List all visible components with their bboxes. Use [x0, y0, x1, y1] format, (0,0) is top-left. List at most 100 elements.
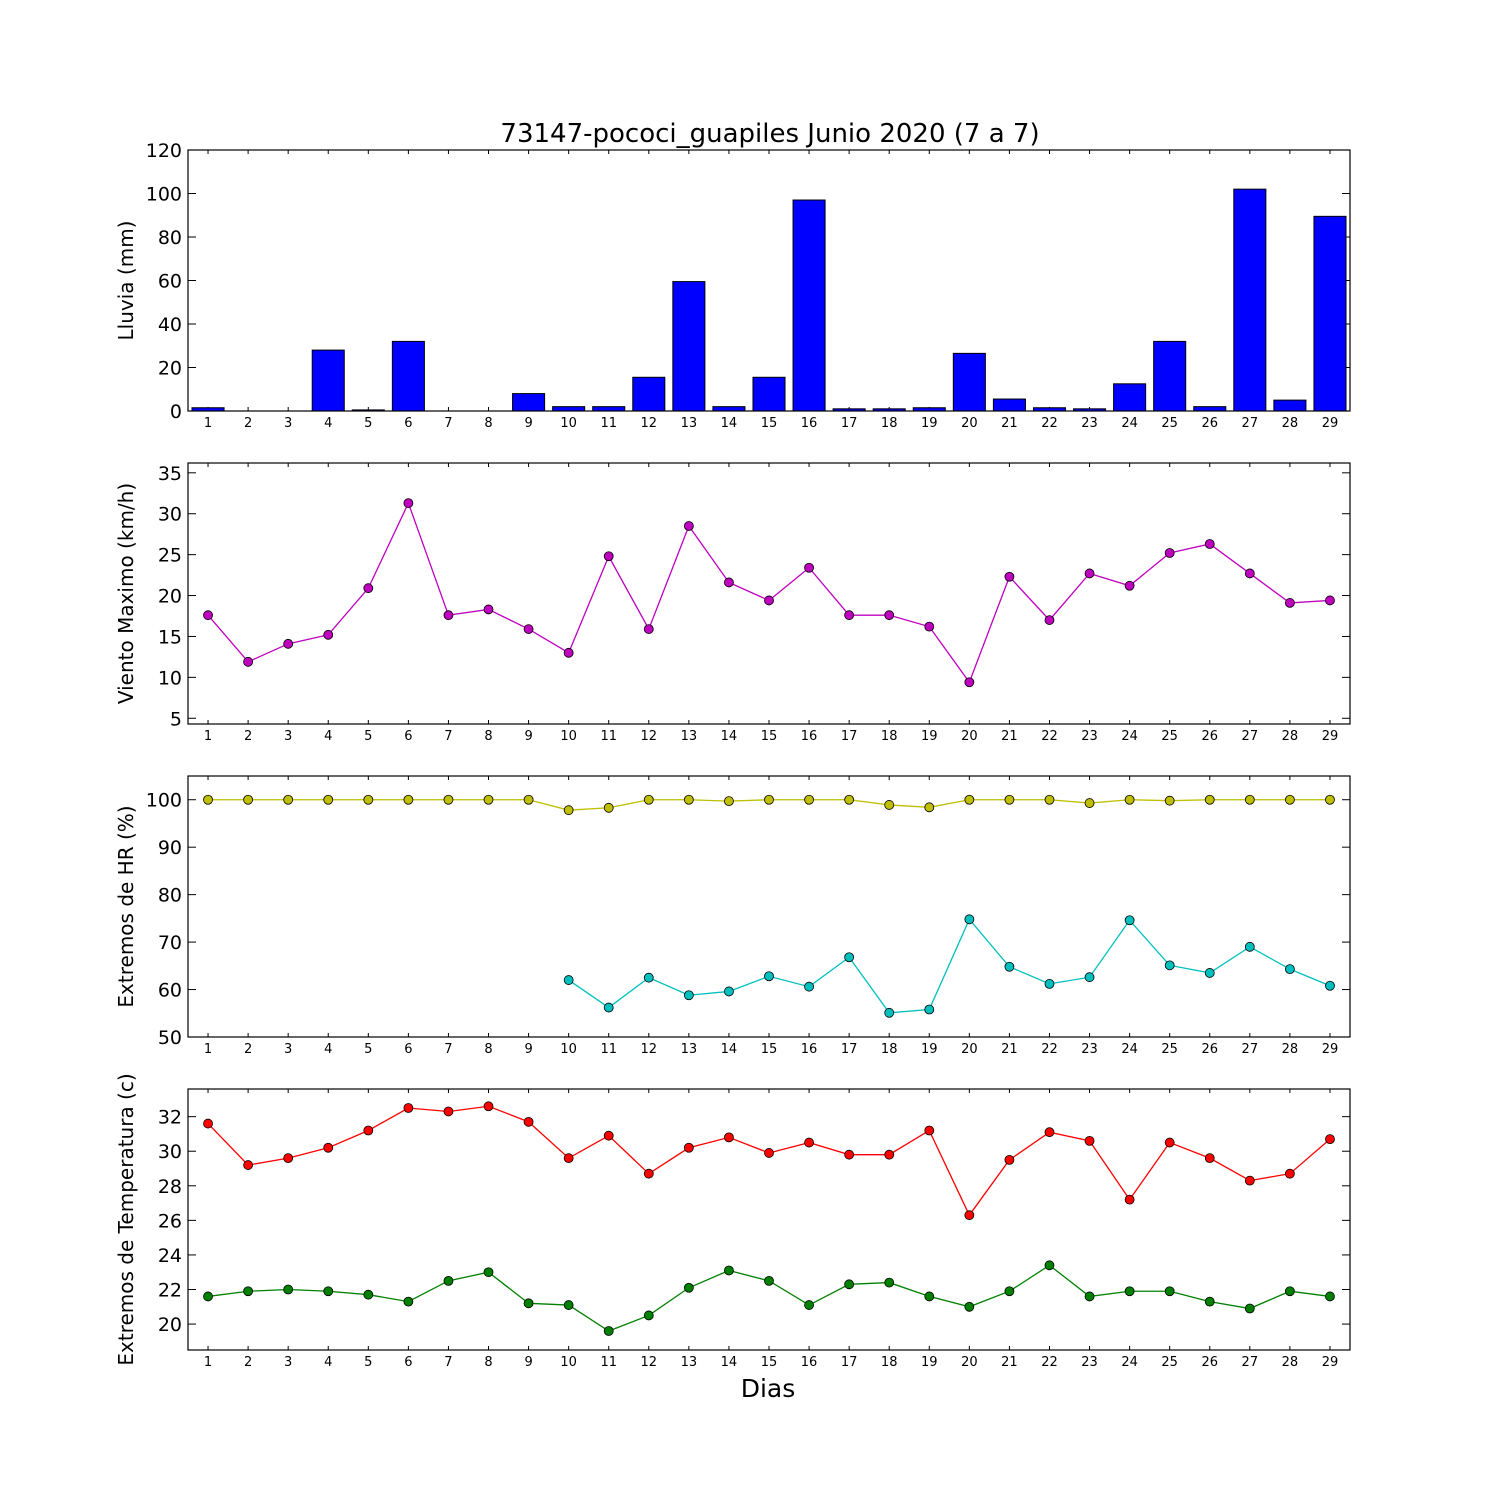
bar: [552, 406, 586, 412]
data-point: [1244, 1303, 1255, 1314]
y-tick-label: 30: [158, 1141, 182, 1163]
data-point: [563, 805, 574, 816]
data-point: [804, 794, 814, 805]
bar: [391, 340, 425, 412]
data-point: [964, 914, 975, 925]
data-point: [603, 802, 614, 813]
x-tick-label: 25: [1161, 416, 1178, 431]
data-point: [243, 1160, 254, 1170]
x-tick-label: 2: [244, 416, 252, 431]
data-point: [1325, 1134, 1335, 1145]
y-tick-label: 20: [158, 586, 182, 608]
x-tick-label: 8: [484, 416, 492, 431]
data-point: [643, 794, 654, 805]
data-point: [363, 1289, 374, 1300]
data-point: [563, 1300, 574, 1310]
data-point: [603, 1130, 614, 1141]
x-tick-label: 24: [1121, 1355, 1138, 1370]
data-point: [1325, 794, 1335, 805]
x-tick-label: 9: [524, 1355, 532, 1370]
data-point: [1244, 794, 1255, 805]
data-point: [1164, 1286, 1175, 1297]
y-tick-label: 60: [158, 980, 182, 1002]
x-tick-label: 6: [404, 416, 412, 431]
data-point: [964, 1210, 975, 1221]
data-point: [403, 1296, 414, 1307]
data-point: [563, 1153, 574, 1164]
x-tick-label: 19: [921, 1355, 938, 1370]
bar: [672, 281, 706, 412]
x-tick-label: 24: [1121, 729, 1138, 744]
x-tick-label: 25: [1161, 1042, 1178, 1057]
data-point: [683, 794, 694, 805]
x-tick-label: 7: [444, 1042, 452, 1057]
data-point: [1044, 1260, 1055, 1271]
y-tick-label: 22: [158, 1280, 182, 1302]
data-point: [1044, 615, 1055, 625]
data-point: [363, 583, 374, 594]
data-point: [1164, 960, 1175, 971]
x-tick-label: 26: [1201, 1042, 1218, 1057]
data-point: [443, 610, 454, 621]
x-tick-label: 7: [444, 1355, 452, 1370]
x-tick-label: 24: [1121, 1042, 1138, 1057]
x-tick-label: 28: [1282, 729, 1299, 744]
x-tick-label: 16: [801, 729, 818, 744]
x-tick-label: 21: [1001, 729, 1018, 744]
bar: [1233, 188, 1267, 412]
data-point: [403, 794, 414, 805]
y-tick-label: 90: [158, 837, 182, 859]
data-point: [443, 1275, 454, 1286]
y-tick-label: 25: [158, 545, 182, 567]
y-tick-label: 35: [158, 463, 182, 485]
y-tick-label: 28: [158, 1176, 182, 1198]
x-tick-label: 26: [1201, 729, 1218, 744]
chart-title: 73147-pococi_guapiles Junio 2020 (7 a 7): [500, 119, 1039, 149]
data-point: [443, 1106, 454, 1117]
x-tick-label: 16: [801, 416, 818, 431]
x-tick-label: 13: [681, 416, 698, 431]
y-axis-label: Extremos de Temperatura (c): [114, 1073, 138, 1365]
x-tick-label: 14: [721, 729, 738, 744]
data-point: [724, 986, 734, 997]
x-tick-label: 27: [1242, 416, 1259, 431]
data-point: [1284, 1168, 1295, 1179]
x-tick-label: 24: [1121, 416, 1138, 431]
data-point: [1325, 1291, 1335, 1302]
plot-frame: [187, 462, 1351, 725]
data-point: [1004, 961, 1015, 972]
x-tick-label: 23: [1081, 1355, 1098, 1370]
x-tick-label: 3: [284, 416, 292, 431]
x-tick-label: 22: [1041, 1042, 1058, 1057]
data-point: [764, 595, 774, 606]
data-point: [724, 1132, 734, 1143]
bar: [992, 398, 1026, 412]
data-point: [1244, 568, 1255, 579]
data-point: [1164, 795, 1175, 806]
x-tick-label: 21: [1001, 1355, 1018, 1370]
data-point: [603, 551, 614, 562]
x-tick-label: 21: [1001, 1042, 1018, 1057]
data-point: [724, 577, 734, 588]
data-point: [323, 629, 334, 640]
data-point: [1204, 539, 1215, 549]
bar: [592, 406, 626, 412]
data-point: [1084, 798, 1095, 808]
data-point: [243, 1286, 254, 1297]
data-point: [724, 1265, 734, 1276]
x-tick-label: 15: [761, 1042, 778, 1057]
x-tick-label: 28: [1282, 1042, 1299, 1057]
x-tick-label: 4: [324, 1042, 332, 1057]
x-tick-label: 2: [244, 729, 252, 744]
x-tick-label: 3: [284, 1042, 292, 1057]
data-point: [1325, 595, 1335, 606]
x-tick-label: 3: [284, 729, 292, 744]
x-tick-label: 8: [484, 1042, 492, 1057]
data-point: [1044, 1127, 1055, 1138]
data-point: [323, 1142, 334, 1153]
data-point: [1164, 548, 1175, 558]
data-point: [1124, 580, 1135, 591]
panel-4: 1 2 3 4 5 6 7 8 9 10 11 12 13 14 15 16 17 18 19 20 21 22 23 24 2…: [114, 1073, 1351, 1370]
y-tick-label: 100: [146, 790, 182, 812]
x-tick-label: 22: [1041, 1355, 1058, 1370]
